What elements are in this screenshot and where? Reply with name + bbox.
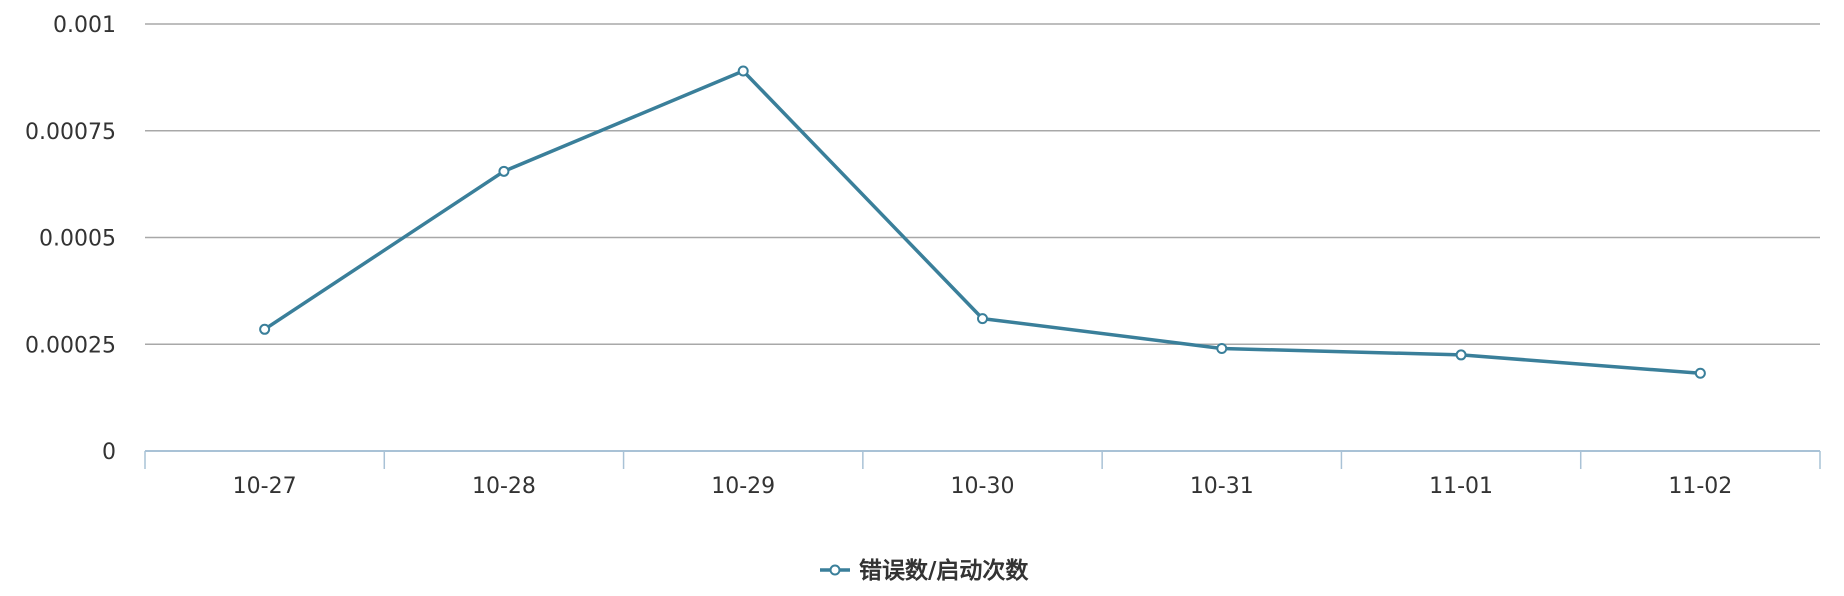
y-axis-ticks: 0 0.00025 0.0005 0.00075 0.001 — [25, 13, 116, 465]
y-tick-label: 0 — [102, 440, 116, 465]
legend[interactable]: 错误数/启动次数 — [820, 557, 1029, 584]
y-tick-label: 0.00075 — [25, 120, 116, 145]
x-tick-label: 10-27 — [233, 474, 297, 499]
x-axis: 10-27 10-28 10-29 10-30 10-31 11-01 11-02 — [144, 450, 1821, 499]
legend-marker — [829, 564, 841, 576]
y-tick-label: 0.001 — [53, 13, 116, 38]
data-point[interactable] — [1694, 367, 1706, 379]
x-tick-label: 10-28 — [472, 474, 536, 499]
x-tick-label: 10-29 — [711, 474, 775, 499]
x-tick-label: 11-02 — [1668, 474, 1732, 499]
data-point[interactable] — [498, 165, 510, 177]
x-tick-label: 10-30 — [951, 474, 1015, 499]
data-point[interactable] — [977, 313, 988, 325]
gridlines — [145, 23, 1820, 345]
data-point[interactable] — [1216, 343, 1228, 355]
data-point[interactable] — [737, 65, 749, 77]
x-tick-label: 11-01 — [1429, 474, 1493, 499]
series-line — [263, 69, 1701, 376]
data-point[interactable] — [259, 323, 271, 335]
y-tick-label: 0.00025 — [25, 333, 116, 358]
data-point[interactable] — [1455, 349, 1467, 361]
x-tick-label: 10-31 — [1190, 474, 1254, 499]
y-tick-label: 0.0005 — [39, 227, 116, 252]
legend-label: 错误数/启动次数 — [859, 557, 1029, 584]
series-layer — [259, 65, 1706, 379]
